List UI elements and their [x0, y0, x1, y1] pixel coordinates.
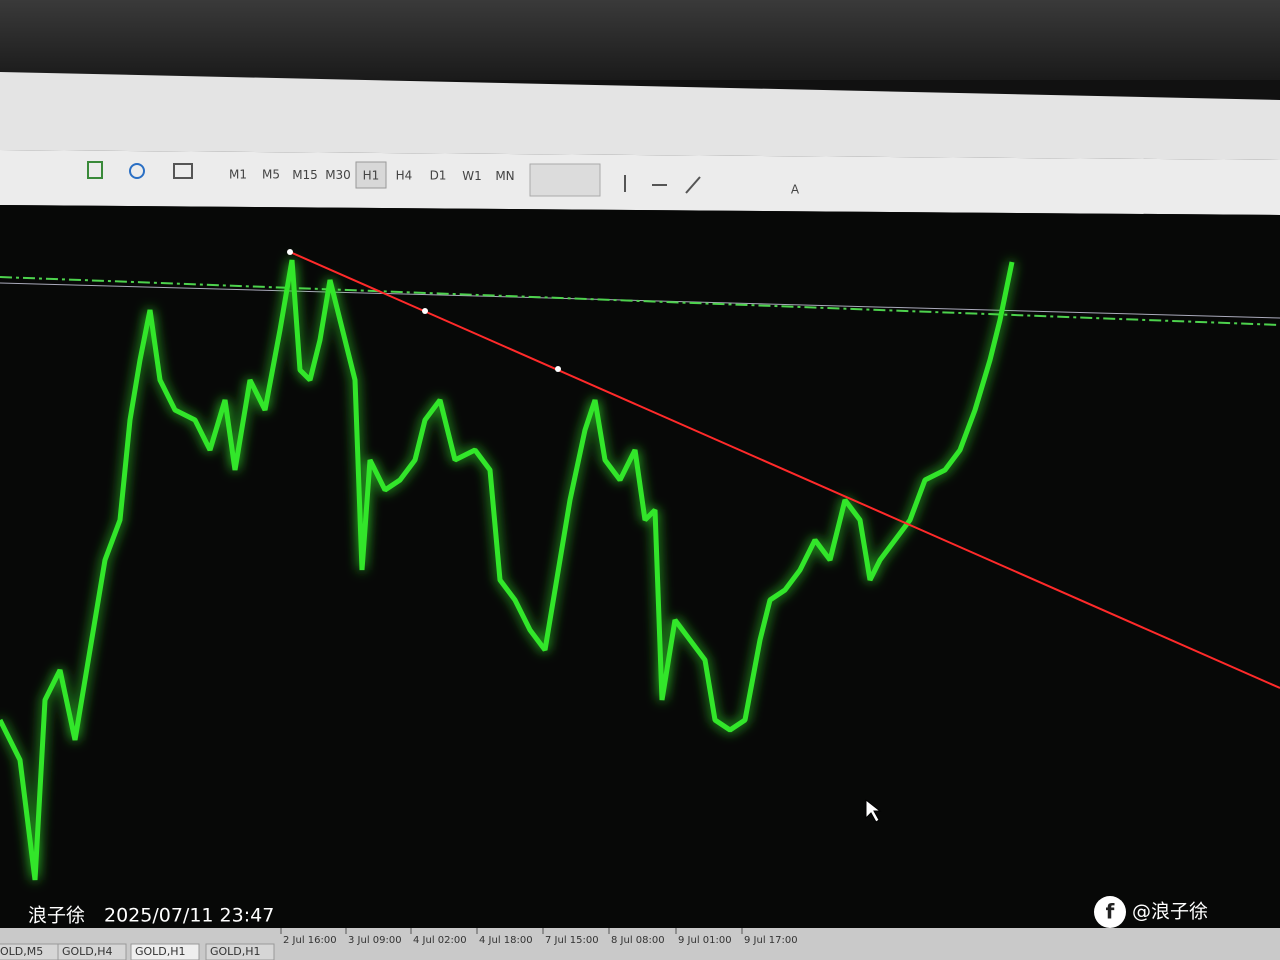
chart-tabs: OLD,M5 GOLD,H4 GOLD,H1 GOLD,H1 [0, 943, 275, 960]
tab[interactable] [130, 943, 200, 960]
timeframe-button[interactable]: D1 [430, 169, 447, 183]
title-band [0, 72, 1280, 160]
facebook-icon [1094, 896, 1126, 928]
chart-area [0, 205, 1280, 930]
price-trace [0, 259, 1015, 881]
time-label: 8 Jul 08:00 [611, 935, 665, 946]
time-label: 2 Jul 16:00 [283, 935, 337, 946]
tab[interactable] [57, 943, 127, 960]
time-label: 9 Jul 17:00 [744, 935, 798, 946]
tab-label[interactable]: GOLD,H1 [210, 945, 261, 958]
tab-label[interactable]: GOLD,H4 [62, 945, 113, 958]
text-tool[interactable]: A [791, 183, 800, 197]
watermark-timestamp: 2025/07/11 23:47 [104, 905, 274, 927]
timeframe-button[interactable]: W1 [462, 169, 482, 183]
facebook-f: f [1106, 900, 1115, 924]
time-label: 3 Jul 09:00 [348, 935, 402, 946]
trend-handle[interactable] [422, 308, 428, 314]
trend-handle[interactable] [287, 249, 293, 255]
trend-line[interactable] [289, 251, 1280, 689]
timeframe-button[interactable]: MN [495, 169, 514, 183]
time-label: 4 Jul 02:00 [413, 935, 467, 946]
timeframe-button[interactable]: H4 [396, 169, 413, 183]
credit: @浪子徐 [1132, 901, 1208, 923]
price-line [0, 282, 1280, 319]
bezel [0, 0, 1280, 80]
toolbar-icons [87, 161, 701, 194]
timeframe-button[interactable]: M15 [292, 168, 318, 182]
trend-handle[interactable] [555, 366, 561, 372]
tab[interactable] [205, 943, 275, 960]
timeframe-button[interactable]: H1 [363, 168, 380, 182]
timeframe-buttons: M1 M5 M15 M30 H1 H4 D1 W1 MN [229, 161, 515, 189]
tab-label[interactable]: OLD,M5 [0, 945, 43, 958]
timeframe-button[interactable]: M1 [229, 168, 247, 182]
watermark-author: 浪子徐 [28, 905, 85, 927]
time-label: 7 Jul 15:00 [545, 935, 599, 946]
toolbar [0, 150, 1280, 215]
time-axis: 2 Jul 16:00 3 Jul 09:00 4 Jul 02:00 4 Jul 1… [280, 928, 798, 946]
time-label: 9 Jul 01:00 [678, 935, 732, 946]
level-line [0, 276, 1280, 326]
time-label: 4 Jul 18:00 [479, 935, 533, 946]
timeframe-button[interactable]: M5 [262, 168, 280, 182]
cursor-tool-group[interactable] [529, 163, 601, 197]
timeframe-button[interactable]: M30 [325, 168, 351, 182]
tab-label[interactable]: GOLD,H1 [135, 945, 186, 958]
active-timeframe [355, 161, 387, 189]
mouse-cursor [865, 798, 882, 823]
